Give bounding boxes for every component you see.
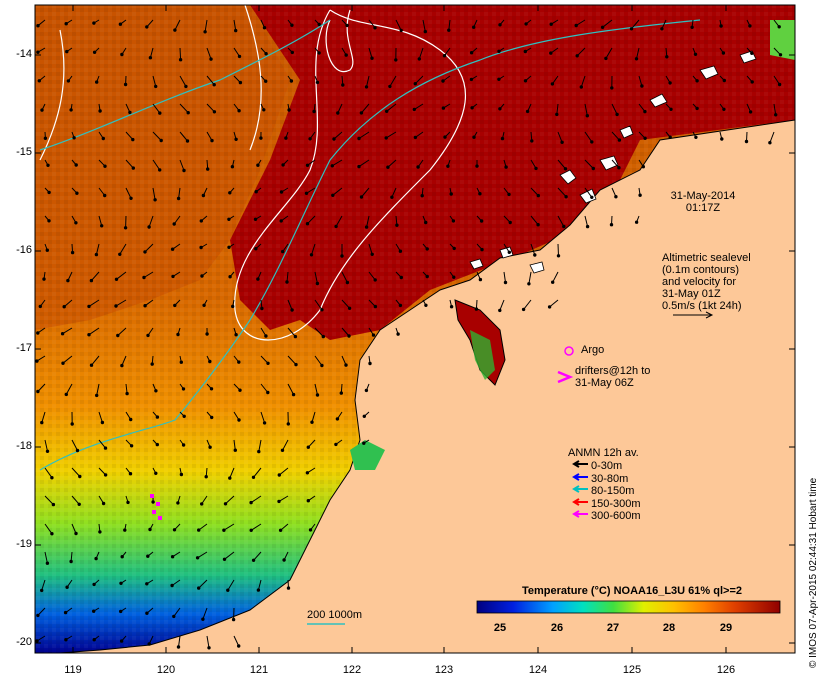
y-tick-label: -20 bbox=[16, 636, 32, 648]
timestamp-date: 31-May-2014 bbox=[670, 190, 736, 202]
anmn-arrow-icon bbox=[572, 485, 588, 493]
drifters-label: drifters@12h to 31-May 06Z bbox=[575, 365, 650, 389]
colorbar-tick: 26 bbox=[550, 622, 564, 634]
y-tick-label: -19 bbox=[16, 538, 32, 550]
colorbar-tick: 27 bbox=[606, 622, 620, 634]
anmn-arrow-icon bbox=[572, 510, 588, 518]
sealevel-contours bbox=[39, 4, 466, 341]
velocity-scale-arrow-icon bbox=[673, 311, 714, 319]
nearshore-green bbox=[350, 440, 385, 470]
altimetry-line: 0.5m/s (1kt 24h) bbox=[662, 300, 742, 312]
x-tick-label: 122 bbox=[342, 664, 362, 676]
inlet-green-patch bbox=[470, 330, 495, 380]
anmn-item-3: 150-300m bbox=[591, 498, 641, 510]
x-tick-label: 124 bbox=[528, 664, 548, 676]
colorbar-tick: 29 bbox=[719, 622, 733, 634]
argo-marker-icon bbox=[564, 346, 574, 356]
colorbar-tick: 28 bbox=[662, 622, 676, 634]
bathymetry-contours bbox=[39, 19, 701, 471]
timestamp-time: 01:17Z bbox=[685, 202, 721, 214]
drifter-marker-icon bbox=[557, 370, 574, 384]
x-tick-label: 125 bbox=[622, 664, 642, 676]
x-tick-label: 126 bbox=[716, 664, 736, 676]
velocity-arrows bbox=[35, 19, 783, 650]
altimetry-line: 31-May 01Z bbox=[662, 288, 721, 300]
anmn-item-4: 300-600m bbox=[591, 510, 641, 522]
drifter-tracks bbox=[150, 494, 162, 520]
x-tick-label: 119 bbox=[64, 664, 82, 676]
colorbar-tick: 25 bbox=[493, 622, 507, 634]
argo-label: Argo bbox=[581, 344, 605, 356]
corner-green bbox=[770, 20, 795, 60]
x-tick-label: 121 bbox=[249, 664, 269, 676]
altimetry-note: Altimetric sealevel (0.1m contours) and … bbox=[662, 252, 751, 312]
drifters-line1: drifters@12h to bbox=[575, 365, 651, 377]
y-tick-label: -18 bbox=[16, 440, 32, 452]
axis-tick-marks bbox=[35, 5, 795, 653]
anmn-item-0: 0-30m bbox=[591, 460, 623, 472]
bathy-label: 200 1000m bbox=[307, 609, 363, 621]
x-tick-label: 120 bbox=[156, 664, 176, 676]
altimetry-line: (0.1m contours) bbox=[662, 264, 740, 276]
drifters-line2: 31-May 06Z bbox=[575, 377, 634, 389]
anmn-legend-arrows bbox=[572, 460, 588, 518]
credit-text: © IMOS 07-Apr-2015 02:44:31 Hobart time bbox=[808, 477, 819, 668]
x-tick-label: 123 bbox=[434, 664, 454, 676]
timestamp-label: 31-May-2014 01:17Z bbox=[663, 190, 743, 214]
y-tick-label: -14 bbox=[16, 48, 32, 60]
anmn-arrow-icon bbox=[572, 498, 588, 506]
y-tick-label: -15 bbox=[16, 146, 32, 158]
anmn-title: ANMN 12h av. bbox=[568, 447, 639, 459]
map-frame bbox=[34, 4, 796, 654]
map-plot-area bbox=[34, 4, 796, 654]
colorbar-title: Temperature (°C) NOAA16_L3U 61% ql>=2 bbox=[522, 585, 742, 597]
anmn-item-2: 80-150m bbox=[591, 485, 635, 497]
altimetry-line: Altimetric sealevel bbox=[662, 252, 751, 264]
anmn-arrow-icon bbox=[572, 473, 588, 481]
anmn-item-1: 30-80m bbox=[591, 473, 629, 485]
anmn-arrow-icon bbox=[572, 460, 588, 468]
y-tick-label: -16 bbox=[16, 244, 32, 256]
altimetry-line: and velocity for bbox=[662, 276, 736, 288]
y-tick-label: -17 bbox=[16, 342, 32, 354]
colorbar bbox=[476, 600, 781, 614]
